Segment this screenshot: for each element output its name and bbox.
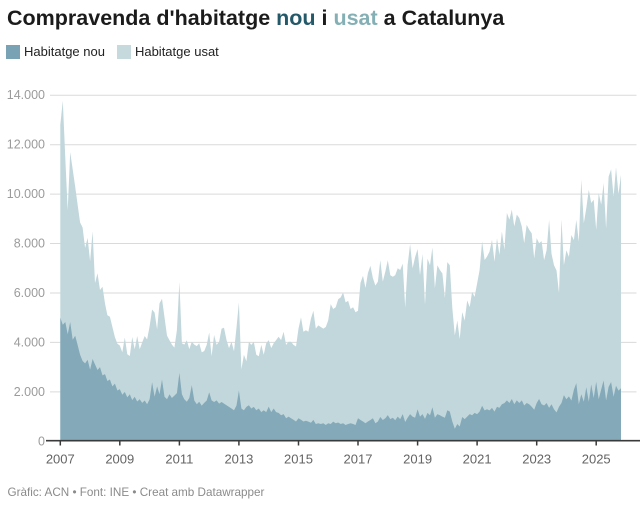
svg-text:2021: 2021 (463, 451, 492, 466)
svg-text:2025: 2025 (582, 451, 611, 466)
svg-text:6.000: 6.000 (14, 286, 45, 300)
svg-text:10.000: 10.000 (7, 187, 45, 201)
svg-text:2015: 2015 (284, 451, 313, 466)
svg-text:2007: 2007 (46, 451, 75, 466)
svg-text:0: 0 (38, 434, 45, 448)
svg-text:2.000: 2.000 (14, 385, 45, 399)
svg-text:12.000: 12.000 (7, 138, 45, 152)
svg-text:8.000: 8.000 (14, 237, 45, 251)
svg-text:2013: 2013 (224, 451, 253, 466)
svg-text:2019: 2019 (403, 451, 432, 466)
svg-text:14.000: 14.000 (7, 88, 45, 102)
svg-text:2011: 2011 (165, 451, 193, 466)
svg-text:2023: 2023 (522, 451, 551, 466)
svg-text:2009: 2009 (105, 451, 134, 466)
svg-text:4.000: 4.000 (14, 335, 45, 349)
svg-text:2017: 2017 (344, 451, 373, 466)
